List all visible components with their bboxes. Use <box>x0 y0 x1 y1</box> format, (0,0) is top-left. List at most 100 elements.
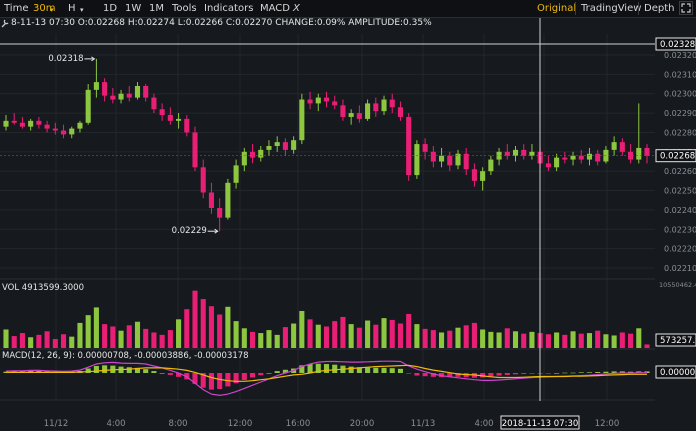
macd-histogram-bar <box>217 373 223 389</box>
volume-bar <box>151 332 157 348</box>
candle-up <box>176 118 182 121</box>
candle-up <box>381 99 387 112</box>
macd-histogram-bar <box>151 371 157 373</box>
volume-current-label: 573257. <box>660 336 695 346</box>
volume-bar <box>52 339 58 348</box>
volume-bar <box>69 336 75 348</box>
volume-bar <box>3 329 9 348</box>
volume-bar <box>512 331 519 348</box>
macd-histogram-bar <box>373 367 379 373</box>
macd-histogram-bar <box>282 369 288 373</box>
candle-down <box>422 144 428 152</box>
macd-histogram-bar <box>192 373 198 384</box>
candle-down <box>504 151 510 156</box>
volume-bar <box>77 322 83 348</box>
candle-down <box>521 149 527 156</box>
macd-histogram-bar <box>249 373 256 378</box>
macd-histogram-bar <box>233 373 239 384</box>
candle-down <box>578 155 584 160</box>
last-price-label-box <box>655 149 696 163</box>
macd-histogram-bar <box>241 373 247 381</box>
macd-histogram-bar <box>554 373 560 374</box>
macd-histogram-bar <box>455 373 461 377</box>
volume-bar <box>471 322 477 348</box>
h-dropdown-icon[interactable]: ▾ <box>80 6 84 14</box>
volume-bar <box>578 333 584 348</box>
candle-down <box>406 116 412 176</box>
volume-bar <box>406 313 412 348</box>
macd-label: MACD(12, 26, 9): 0.00000708, -0.00003886… <box>2 351 249 361</box>
candle-down <box>44 124 50 129</box>
macd-histogram-bar <box>225 373 231 387</box>
volume-bar <box>217 314 223 348</box>
volume-bar <box>93 307 99 348</box>
candle-up <box>134 85 141 98</box>
volume-bar <box>619 332 625 348</box>
indicators-button[interactable]: Indicators <box>204 3 254 14</box>
volume-bar <box>225 306 231 348</box>
interval-1m-button[interactable]: 1M <box>149 3 164 14</box>
depth-button[interactable]: Depth <box>644 3 675 14</box>
macd-histogram-bar <box>93 365 99 373</box>
candle-down <box>471 169 477 181</box>
macd-histogram-bar <box>299 365 305 373</box>
macd-histogram-bar <box>578 372 584 373</box>
macd-histogram-bar <box>102 365 108 373</box>
macd-histogram-bar <box>381 367 387 373</box>
interval-h-button[interactable]: H <box>68 3 76 14</box>
macd-histogram-bar <box>323 364 330 373</box>
macd-histogram-bar <box>628 371 634 373</box>
candle-down <box>356 113 362 119</box>
volume-bar <box>521 333 527 348</box>
volume-bar <box>323 326 330 348</box>
macd-histogram-bar <box>332 364 338 373</box>
volume-bar <box>19 333 25 348</box>
price-tick-label: 0.02310 <box>664 70 696 79</box>
tools-button[interactable]: Tools <box>172 3 197 14</box>
price-tick-label: 0.02210 <box>664 264 696 273</box>
macd-histogram-bar <box>397 368 404 373</box>
volume-bar <box>315 324 321 348</box>
candle-down <box>167 115 173 121</box>
macd-histogram-bar <box>208 373 214 390</box>
candle-up <box>586 153 593 160</box>
axes-layer: 0.02320 0.02310 0.02300 0.02290 0.02280 0.022… <box>0 34 696 431</box>
interval-30m-button[interactable]: 30m <box>33 3 56 14</box>
time-button[interactable]: Time <box>4 3 29 14</box>
wrench-icon[interactable] <box>1 18 10 28</box>
candle-down <box>595 153 601 162</box>
volume-label: VOL 4913599.3000 <box>2 283 84 293</box>
high-price-annotation: 0.02318 <box>48 53 84 64</box>
candle-down <box>208 192 214 208</box>
volume-bar <box>611 335 617 348</box>
candle-up <box>3 120 9 127</box>
macd-histogram-bar <box>159 373 165 374</box>
volume-bar <box>348 324 354 348</box>
macd-histogram-bar <box>586 372 593 373</box>
volume-bar <box>258 333 264 348</box>
volume-bar <box>11 336 17 348</box>
macd-indicator-button[interactable]: MACD <box>260 3 290 14</box>
candle-up <box>414 144 420 176</box>
candle-down <box>562 157 568 160</box>
original-view-button[interactable]: Original <box>537 3 577 14</box>
interval-1d-button[interactable]: 1D <box>103 3 118 14</box>
macd-histogram-bar <box>85 368 91 373</box>
tradingview-button[interactable]: TradingView <box>581 3 642 14</box>
price-tick-label: 0.02220 <box>664 245 696 254</box>
macd-histogram-bar <box>406 373 412 374</box>
interval-1w-button[interactable]: 1W <box>125 3 142 14</box>
volume-bar <box>422 328 428 348</box>
fullscreen-icon[interactable] <box>679 1 693 15</box>
interval-dropdown-icon[interactable]: ▾ <box>50 6 54 14</box>
macd-histogram-bar <box>504 373 510 375</box>
volume-bar <box>167 330 173 348</box>
volume-bar <box>381 318 387 348</box>
candle-down <box>389 99 395 108</box>
candle-up <box>77 122 83 129</box>
candle-down <box>282 142 288 150</box>
volume-bar <box>208 306 214 348</box>
macd-close-button[interactable]: X <box>293 3 300 14</box>
candle-up <box>291 140 297 150</box>
